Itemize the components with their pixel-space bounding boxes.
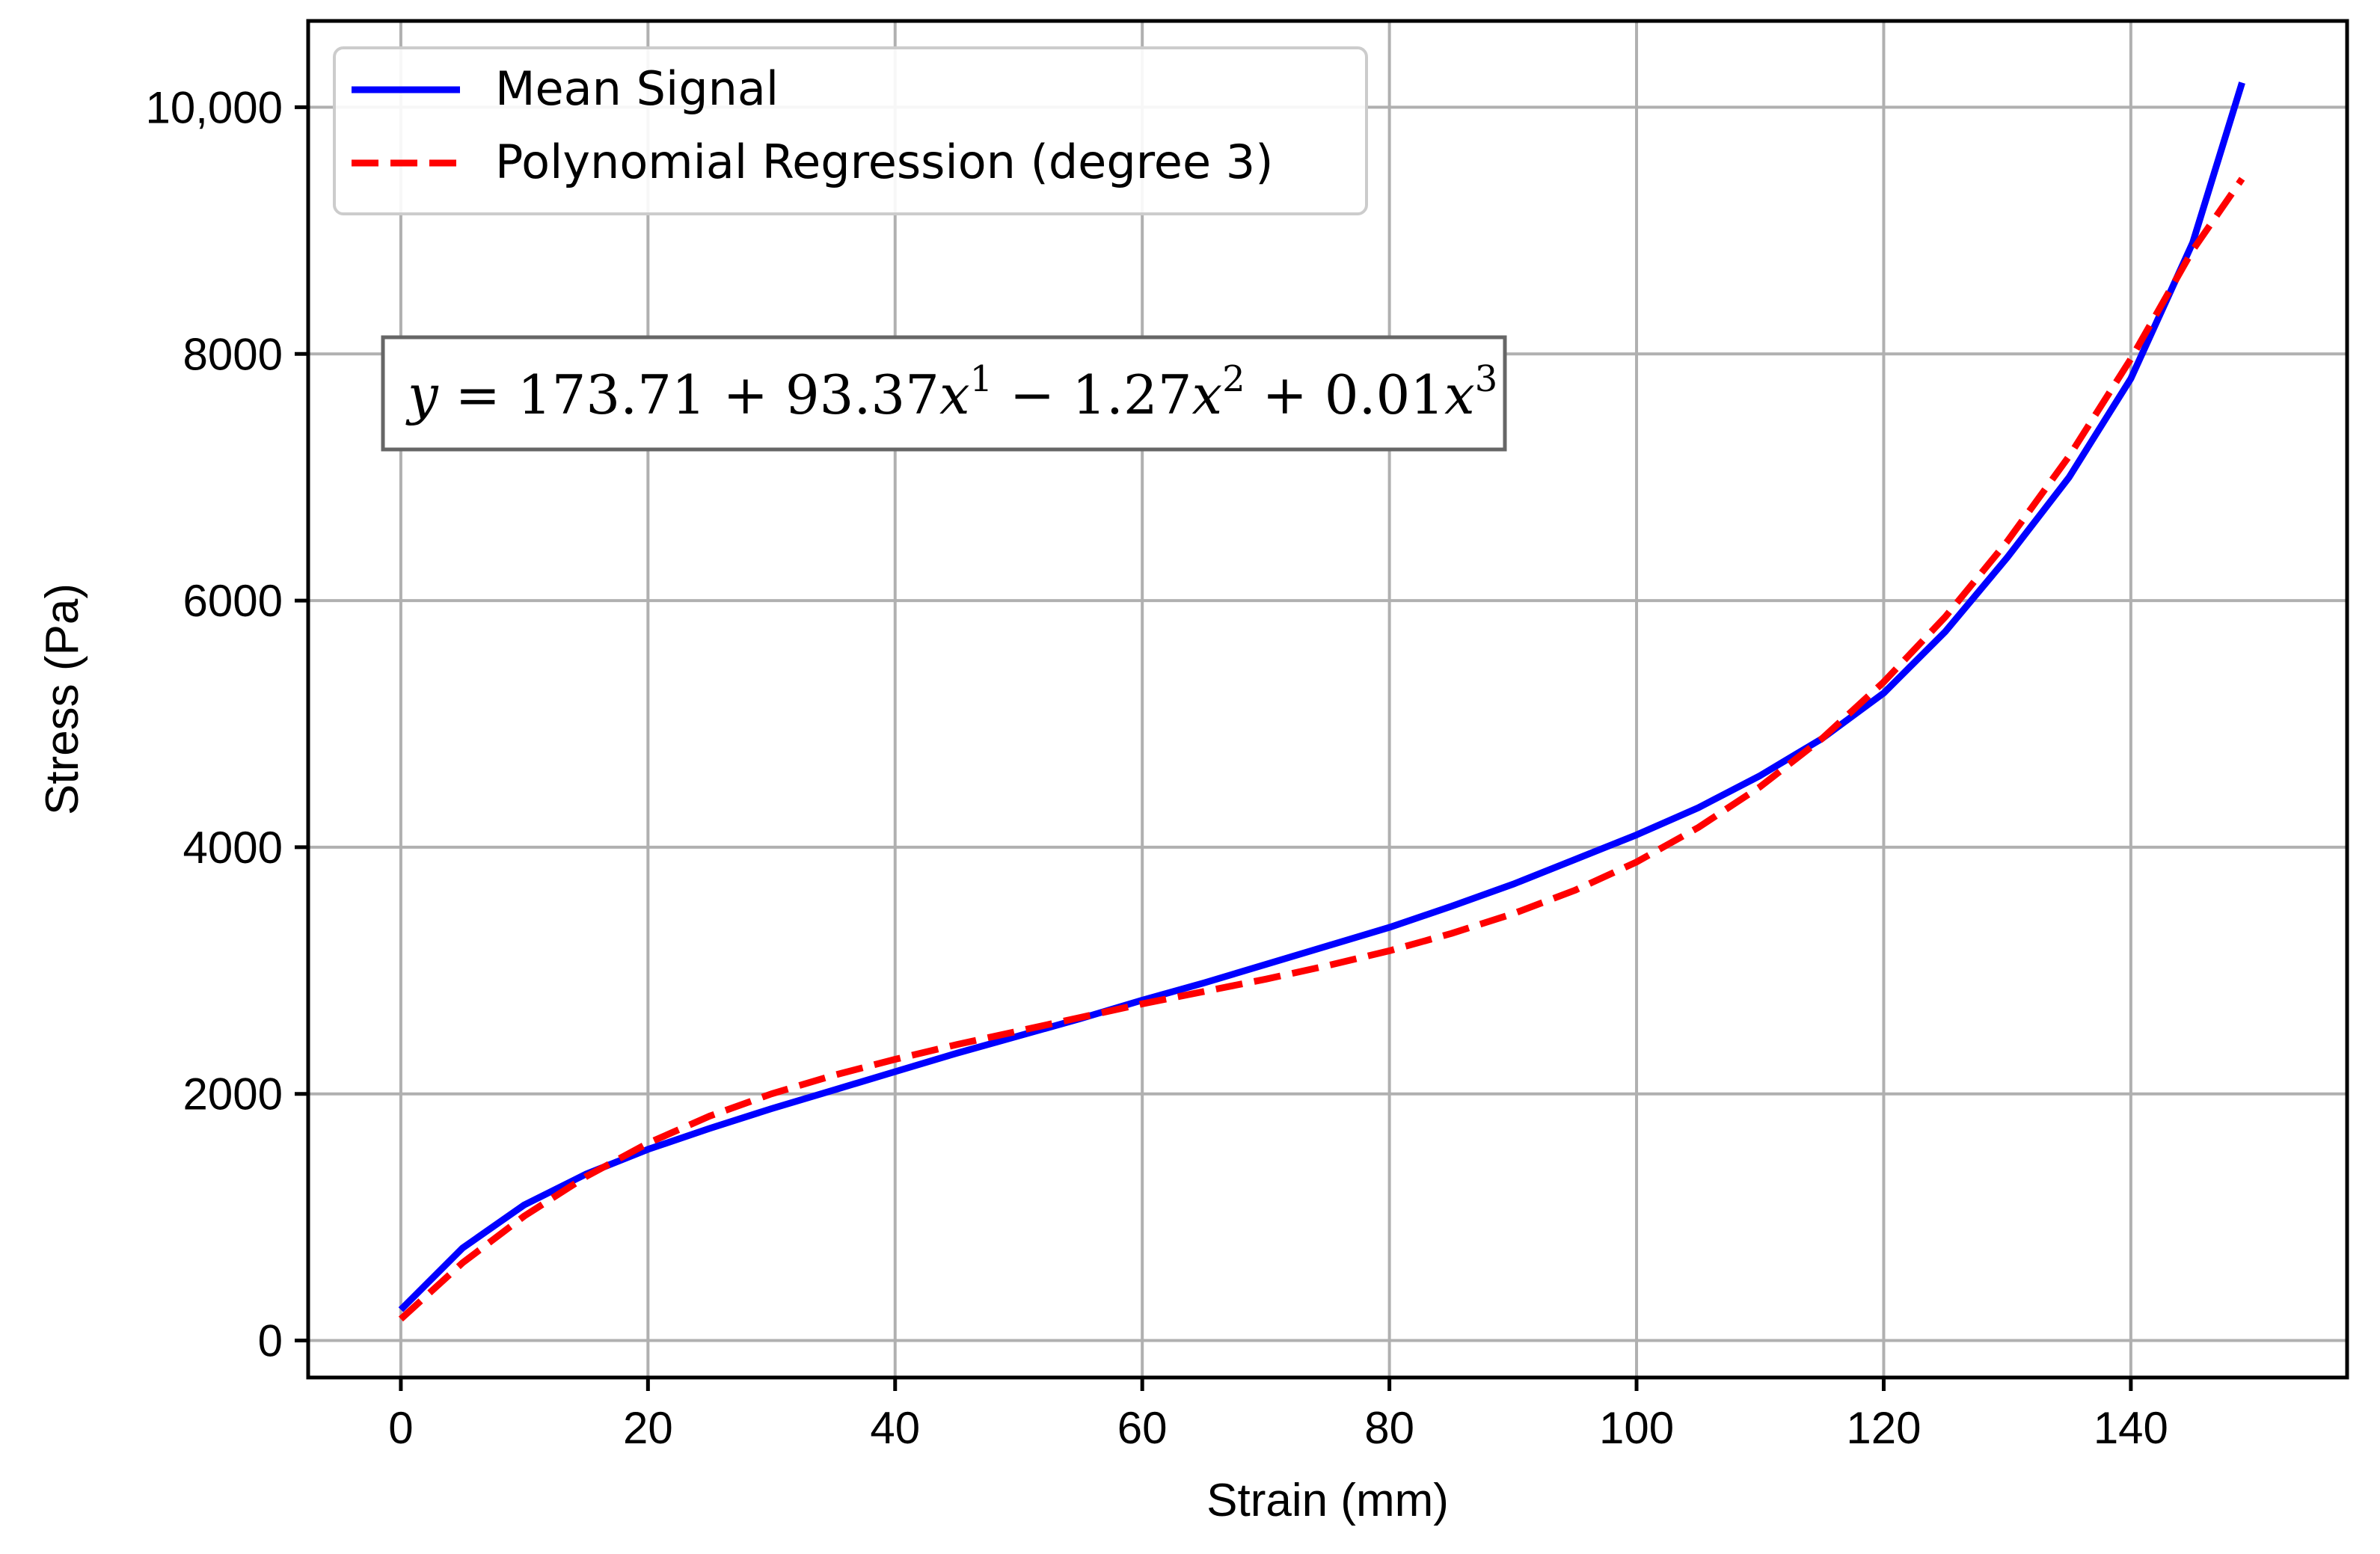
equation-box [381,335,1507,452]
x-tick-label: 120 [1846,1403,1921,1453]
eq-x3: x [1444,363,1475,426]
y-axis-title: Stress (Pa) [37,583,88,815]
x-axis-title: Strain (mm) [1206,1475,1449,1526]
y-tick-label: 0 [258,1316,283,1366]
x-tick-label: 0 [388,1403,413,1453]
axis-ticks: 0 20 40 60 80 100 120 140 0 2000 4000 6000 8000 10,00… [145,82,2168,1453]
series-line-polynomial-regression [398,176,2245,1322]
eq-const: = 173.71 + 93.37 [438,363,939,426]
series-layer [398,82,2245,1322]
eq-x1: x [939,363,970,426]
series-line-mean-signal [398,82,2245,1312]
y-tick-label: 4000 [183,823,283,873]
x-tick-label: 80 [1364,1403,1414,1453]
equation-annotation: y = 173.71 + 93.37x1 − 1.27x2 + 0.01x3 [381,335,1507,452]
x-tick-label: 140 [2094,1403,2168,1453]
x-tick-label: 60 [1117,1403,1168,1453]
legend-label-mean-signal: Mean Signal [495,61,779,116]
plot-frame [306,19,2349,1380]
x-tick-label: 100 [1599,1403,1674,1453]
legend-label-polynomial-regression: Polynomial Regression (degree 3) [495,135,1273,189]
eq-x2: x [1192,363,1223,426]
legend-box [333,46,1368,215]
y-tick-label: 10,000 [145,82,283,132]
eq-exp2: 2 [1222,358,1245,400]
eq-exp3: 3 [1475,358,1498,400]
eq-mid1: − 1.27 [993,363,1191,426]
equation-text: y = 173.71 + 93.37x1 − 1.27x2 + 0.01x3 [405,358,1497,426]
grid [308,21,2347,1378]
y-tick-label: 2000 [183,1069,283,1120]
eq-exp1: 1 [970,358,993,400]
x-tick-label: 20 [623,1403,673,1453]
y-tick-label: 6000 [183,576,283,626]
y-tick-label: 8000 [183,329,283,379]
eq-y: y [405,363,439,426]
legend: Mean Signal Polynomial Regression (degre… [333,46,1368,215]
eq-mid2: + 0.01 [1245,363,1444,426]
x-tick-label: 40 [870,1403,920,1453]
